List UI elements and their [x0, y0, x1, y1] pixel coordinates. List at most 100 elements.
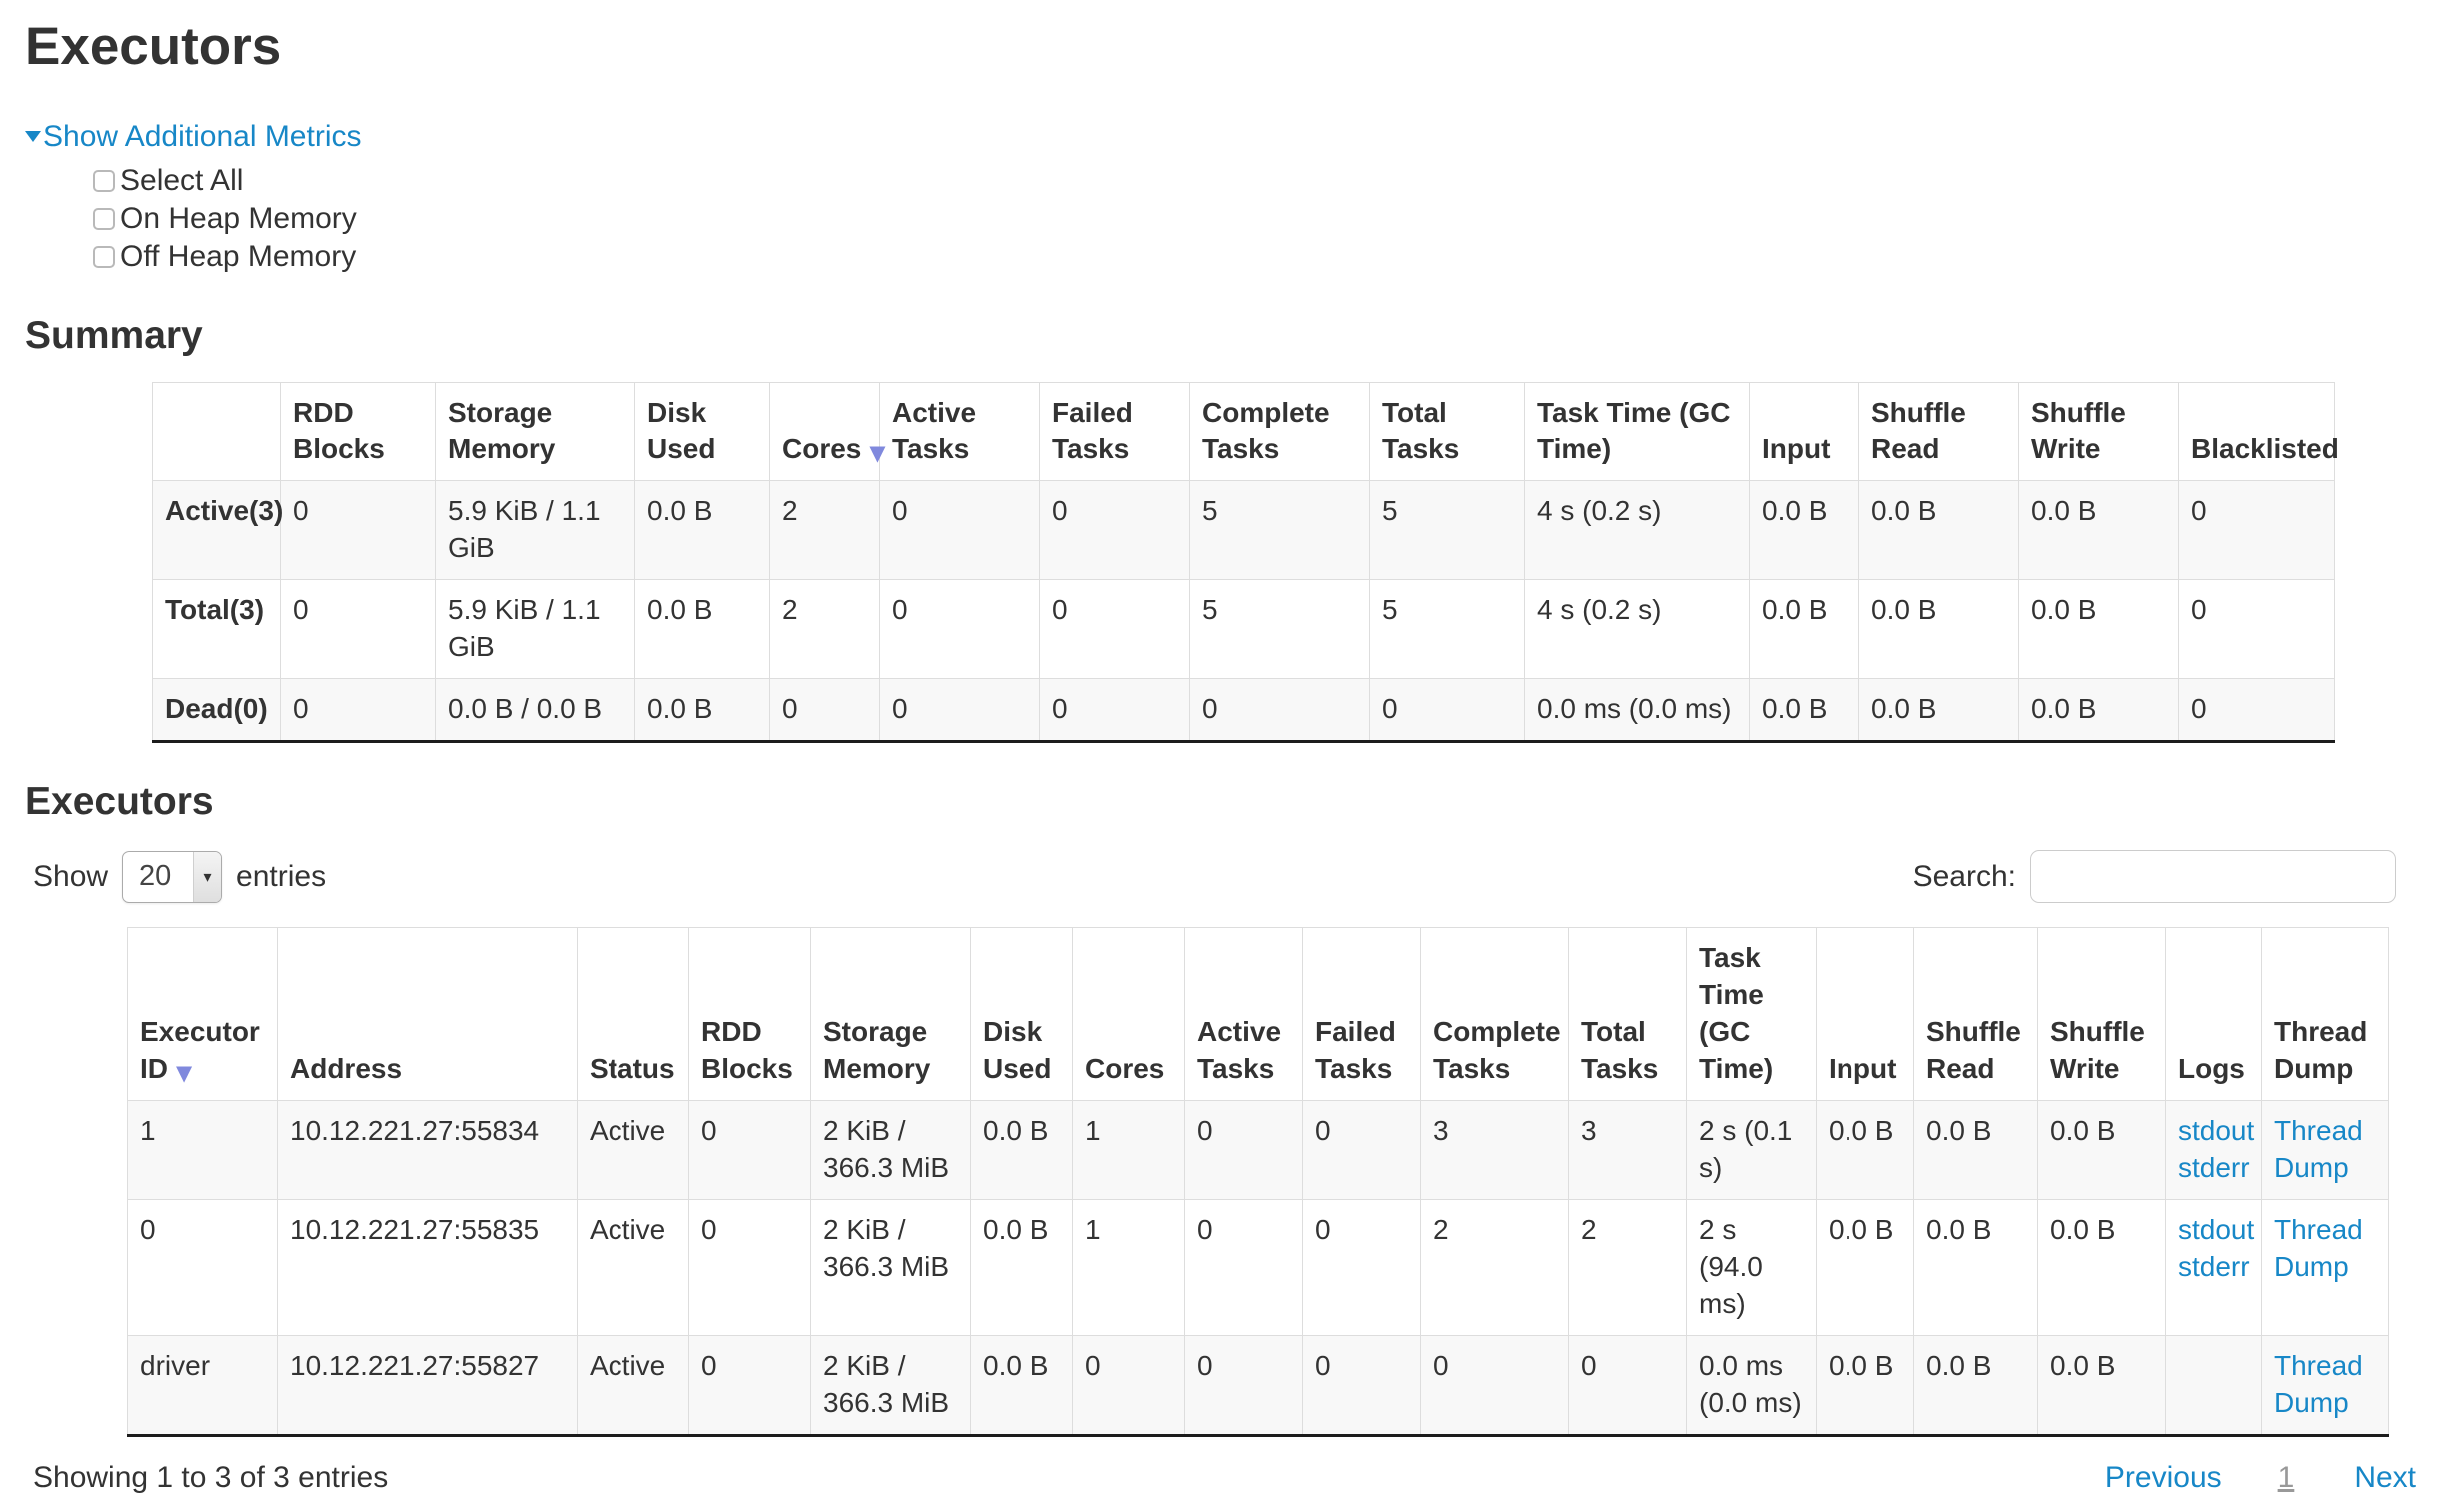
column-header[interactable]: Complete Tasks [1420, 927, 1569, 1101]
column-header[interactable]: Input [1749, 381, 1859, 482]
cell: 0.0 B [1816, 1099, 1914, 1200]
thread-dump-cell: Thread Dump [2261, 1198, 2389, 1336]
sort-desc-icon: ▼ [869, 441, 886, 466]
select-all-checkbox[interactable] [93, 169, 115, 192]
cell: 10.12.221.27:55834 [277, 1099, 578, 1200]
stderr-link[interactable]: stderr [2178, 1151, 2250, 1183]
next-page-button[interactable]: Next [2354, 1460, 2416, 1494]
page-number-1[interactable]: 1 [2277, 1460, 2295, 1494]
cell: 0.0 B [1913, 1099, 2038, 1200]
cell: 0 [1369, 678, 1525, 744]
table-row: driver 10.12.221.27:55827 Active 0 2 KiB / 3… [127, 1334, 2389, 1437]
column-header[interactable]: Active Tasks [879, 381, 1040, 482]
cell: 0.0 B [1749, 678, 1859, 744]
cell: 0 [688, 1334, 811, 1437]
table-row: 1 10.12.221.27:55834 Active 0 2 KiB / 366.3 … [127, 1099, 2389, 1200]
select-caret-segment: ▾ [193, 851, 222, 902]
cell: 0 [1568, 1334, 1687, 1437]
thread-dump-link[interactable]: Thread Dump [2274, 1349, 2363, 1418]
cell: 0 [2178, 579, 2335, 680]
cell: 0 [1302, 1198, 1421, 1336]
show-additional-metrics-link[interactable]: Show Additional Metrics [25, 120, 362, 154]
cell: 0.0 B [1858, 579, 2019, 680]
column-header[interactable]: Address [277, 927, 578, 1101]
column-header[interactable]: Active Tasks [1184, 927, 1303, 1101]
column-header[interactable]: Task Time (GC Time) [1686, 927, 1817, 1101]
column-header[interactable]: Logs [2165, 927, 2262, 1101]
metric-option-select-all: Select All [93, 162, 2464, 200]
show-label: Show [33, 859, 109, 893]
column-header[interactable]: Shuffle Write [2037, 927, 2166, 1101]
column-header[interactable]: Shuffle Read [1913, 927, 2038, 1101]
checkbox-label: Off Heap Memory [120, 239, 357, 273]
column-header[interactable]: Shuffle Write [2018, 381, 2179, 482]
cell: 0 [1420, 1334, 1569, 1437]
column-header[interactable]: Input [1816, 927, 1914, 1101]
cell: Active [577, 1099, 689, 1200]
cell: 0.0 ms (0.0 ms) [1686, 1334, 1817, 1437]
cell: 2 [1568, 1198, 1687, 1336]
cell: 0.0 B [1913, 1334, 2038, 1437]
column-header[interactable] [152, 381, 281, 482]
cell: 1 [1072, 1099, 1185, 1200]
column-header[interactable]: Shuffle Read [1858, 381, 2019, 482]
metrics-checkbox-list: Select All On Heap Memory Off Heap Memor… [93, 162, 2464, 276]
column-header[interactable]: RDD Blocks [688, 927, 811, 1101]
column-header[interactable]: Executor ID ▼ [127, 927, 278, 1101]
column-header[interactable]: Failed Tasks [1302, 927, 1421, 1101]
column-header[interactable]: Task Time (GC Time) [1524, 381, 1750, 482]
search-input[interactable] [2030, 850, 2396, 904]
cell: 2 s (94.0 ms) [1686, 1198, 1817, 1336]
cell: 0 [1039, 579, 1190, 680]
previous-page-button[interactable]: Previous [2104, 1460, 2222, 1494]
entries-info-text: Showing 1 to 3 of 3 entries [33, 1460, 389, 1494]
column-header[interactable]: Cores [1072, 927, 1185, 1101]
on-heap-memory-checkbox[interactable] [93, 207, 115, 230]
column-header[interactable]: Failed Tasks [1039, 381, 1190, 482]
page-length-control: Show 20 ▾ entries [33, 850, 326, 903]
stdout-link[interactable]: stdout [2178, 1213, 2255, 1245]
column-header[interactable]: Complete Tasks [1189, 381, 1370, 482]
cell: 10.12.221.27:55827 [277, 1334, 578, 1437]
header-row: RDD Blocks Storage Memory Disk Used Cores ▼ A… [152, 381, 2339, 482]
column-header[interactable]: Storage Memory [810, 927, 971, 1101]
cell: 0 [1072, 1334, 1185, 1437]
cell: 2 KiB / 366.3 MiB [810, 1198, 971, 1336]
thread-dump-link[interactable]: Thread Dump [2274, 1114, 2363, 1183]
page-length-value: 20 [139, 860, 172, 893]
cell: 0 [1302, 1099, 1421, 1200]
cell: Active [577, 1334, 689, 1437]
cell: 0.0 B [1749, 480, 1859, 581]
cell: 5 [1189, 480, 1370, 581]
cell: 0 [1039, 480, 1190, 581]
summary-table: RDD Blocks Storage Memory Disk Used Cores ▼ A… [152, 381, 2339, 744]
cell: 0 [688, 1099, 811, 1200]
page-length-select[interactable]: 20 ▾ [122, 850, 223, 903]
cell: 0.0 B [1749, 579, 1859, 680]
cell: 0.0 B [2018, 678, 2179, 744]
column-header[interactable]: Cores ▼ [769, 381, 886, 482]
thread-dump-cell: Thread Dump [2261, 1099, 2389, 1200]
stderr-link[interactable]: stderr [2178, 1250, 2250, 1282]
column-header[interactable]: RDD Blocks [280, 381, 436, 482]
cell: 0 [127, 1198, 278, 1336]
column-header[interactable]: Disk Used [970, 927, 1073, 1101]
column-header[interactable]: Blacklisted [2178, 381, 2339, 482]
column-header[interactable]: Total Tasks [1568, 927, 1687, 1101]
column-header[interactable]: Status [577, 927, 689, 1101]
table-controls-row: Show 20 ▾ entries Search: [33, 850, 2396, 904]
column-header[interactable]: Thread Dump [2261, 927, 2389, 1101]
off-heap-memory-checkbox[interactable] [93, 245, 115, 268]
cell: 0 [280, 579, 436, 680]
cell: 0 [688, 1198, 811, 1336]
column-header[interactable]: Disk Used [634, 381, 770, 482]
checkbox-label: On Heap Memory [120, 201, 357, 235]
stdout-link[interactable]: stdout [2178, 1114, 2255, 1146]
metric-option-off-heap-memory: Off Heap Memory [93, 238, 2464, 276]
cell: 3 [1420, 1099, 1569, 1200]
column-header[interactable]: Storage Memory [435, 381, 635, 482]
thread-dump-link[interactable]: Thread Dump [2274, 1213, 2363, 1282]
column-header[interactable]: Total Tasks [1369, 381, 1525, 482]
